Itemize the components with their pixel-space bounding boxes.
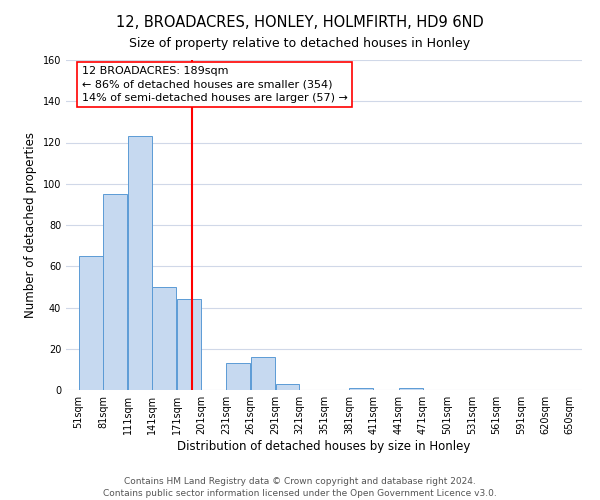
X-axis label: Distribution of detached houses by size in Honley: Distribution of detached houses by size … <box>178 440 470 452</box>
Text: 12 BROADACRES: 189sqm
← 86% of detached houses are smaller (354)
14% of semi-det: 12 BROADACRES: 189sqm ← 86% of detached … <box>82 66 347 102</box>
Bar <box>275 384 299 390</box>
Bar <box>349 388 373 390</box>
Bar <box>177 299 201 390</box>
Bar <box>152 287 176 390</box>
Y-axis label: Number of detached properties: Number of detached properties <box>24 132 37 318</box>
Bar <box>103 194 127 390</box>
Text: 12, BROADACRES, HONLEY, HOLMFIRTH, HD9 6ND: 12, BROADACRES, HONLEY, HOLMFIRTH, HD9 6… <box>116 15 484 30</box>
Bar <box>398 388 422 390</box>
Text: Contains HM Land Registry data © Crown copyright and database right 2024.
Contai: Contains HM Land Registry data © Crown c… <box>103 476 497 498</box>
Bar <box>251 357 275 390</box>
Bar <box>226 363 250 390</box>
Text: Size of property relative to detached houses in Honley: Size of property relative to detached ho… <box>130 38 470 51</box>
Bar <box>128 136 152 390</box>
Bar <box>79 256 103 390</box>
